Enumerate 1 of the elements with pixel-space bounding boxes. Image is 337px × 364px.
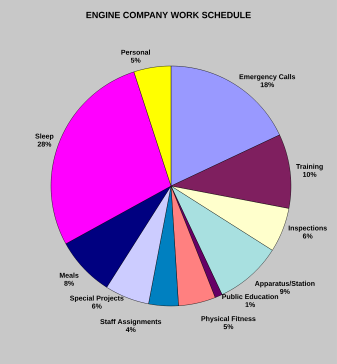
chart-title: ENGINE COMPANY WORK SCHEDULE (86, 12, 251, 18)
